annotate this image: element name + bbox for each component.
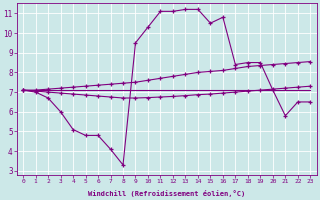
X-axis label: Windchill (Refroidissement éolien,°C): Windchill (Refroidissement éolien,°C) (88, 190, 245, 197)
